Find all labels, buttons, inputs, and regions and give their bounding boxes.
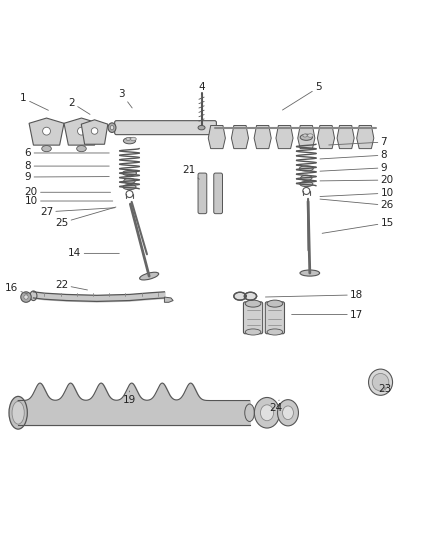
- Polygon shape: [81, 120, 108, 144]
- Text: 20: 20: [320, 175, 394, 185]
- Text: 6: 6: [25, 148, 109, 158]
- Polygon shape: [29, 118, 64, 145]
- Ellipse shape: [300, 134, 312, 140]
- Text: 8: 8: [320, 150, 387, 160]
- Text: 7: 7: [329, 137, 387, 147]
- Circle shape: [24, 295, 28, 299]
- Ellipse shape: [254, 398, 280, 428]
- Ellipse shape: [372, 374, 389, 391]
- Ellipse shape: [278, 400, 298, 426]
- Ellipse shape: [299, 166, 313, 171]
- Text: 10: 10: [320, 188, 394, 198]
- Text: 26: 26: [320, 199, 394, 211]
- Text: 14: 14: [68, 248, 119, 259]
- Ellipse shape: [198, 125, 205, 130]
- Ellipse shape: [267, 329, 283, 335]
- Ellipse shape: [300, 175, 312, 181]
- FancyBboxPatch shape: [115, 120, 216, 135]
- Ellipse shape: [307, 134, 313, 138]
- Text: 15: 15: [322, 218, 394, 233]
- Text: 25: 25: [55, 207, 116, 228]
- Ellipse shape: [77, 146, 86, 152]
- Polygon shape: [208, 125, 226, 149]
- Ellipse shape: [42, 127, 50, 135]
- Polygon shape: [234, 292, 246, 300]
- Ellipse shape: [91, 128, 98, 134]
- Ellipse shape: [78, 127, 85, 135]
- Polygon shape: [298, 125, 315, 149]
- Text: 2: 2: [68, 98, 90, 115]
- Ellipse shape: [12, 401, 24, 424]
- Text: 5: 5: [283, 83, 321, 110]
- Ellipse shape: [124, 179, 135, 183]
- Polygon shape: [244, 292, 257, 300]
- FancyBboxPatch shape: [214, 173, 223, 214]
- Text: 1: 1: [20, 93, 48, 110]
- Text: 8: 8: [25, 161, 109, 171]
- Ellipse shape: [140, 272, 159, 280]
- Ellipse shape: [267, 300, 283, 307]
- Ellipse shape: [126, 138, 131, 141]
- Polygon shape: [337, 125, 354, 149]
- Ellipse shape: [30, 291, 37, 301]
- Ellipse shape: [245, 300, 261, 307]
- Ellipse shape: [108, 123, 116, 133]
- Text: 9: 9: [25, 172, 109, 182]
- Ellipse shape: [245, 329, 261, 335]
- FancyBboxPatch shape: [244, 302, 263, 334]
- FancyBboxPatch shape: [265, 302, 285, 334]
- Polygon shape: [357, 125, 374, 149]
- Text: 21: 21: [182, 165, 199, 179]
- Polygon shape: [318, 125, 335, 149]
- Text: 9: 9: [320, 163, 387, 173]
- Text: 10: 10: [25, 196, 113, 206]
- Ellipse shape: [9, 397, 27, 429]
- Ellipse shape: [303, 134, 307, 137]
- Polygon shape: [231, 125, 248, 149]
- Ellipse shape: [245, 404, 254, 422]
- Ellipse shape: [124, 138, 136, 144]
- Ellipse shape: [123, 171, 137, 176]
- Text: 17: 17: [292, 310, 363, 319]
- Polygon shape: [64, 118, 99, 145]
- Text: 3: 3: [119, 89, 132, 108]
- Ellipse shape: [300, 270, 320, 276]
- Polygon shape: [276, 125, 293, 149]
- Text: 22: 22: [55, 280, 88, 290]
- Ellipse shape: [283, 406, 293, 419]
- Ellipse shape: [368, 369, 392, 395]
- Circle shape: [21, 292, 31, 302]
- Ellipse shape: [300, 181, 313, 187]
- Text: 18: 18: [265, 290, 363, 300]
- Text: 24: 24: [269, 400, 283, 414]
- Text: 16: 16: [5, 284, 28, 294]
- Polygon shape: [254, 125, 271, 149]
- Ellipse shape: [123, 184, 136, 190]
- Polygon shape: [164, 297, 173, 302]
- Text: 19: 19: [123, 391, 136, 405]
- Text: 27: 27: [40, 207, 115, 217]
- Ellipse shape: [42, 146, 51, 152]
- FancyBboxPatch shape: [198, 173, 207, 214]
- Ellipse shape: [261, 405, 274, 421]
- Text: 23: 23: [378, 384, 392, 394]
- Ellipse shape: [131, 138, 136, 141]
- Text: 4: 4: [198, 83, 205, 102]
- Ellipse shape: [110, 125, 114, 130]
- Text: 20: 20: [25, 187, 110, 197]
